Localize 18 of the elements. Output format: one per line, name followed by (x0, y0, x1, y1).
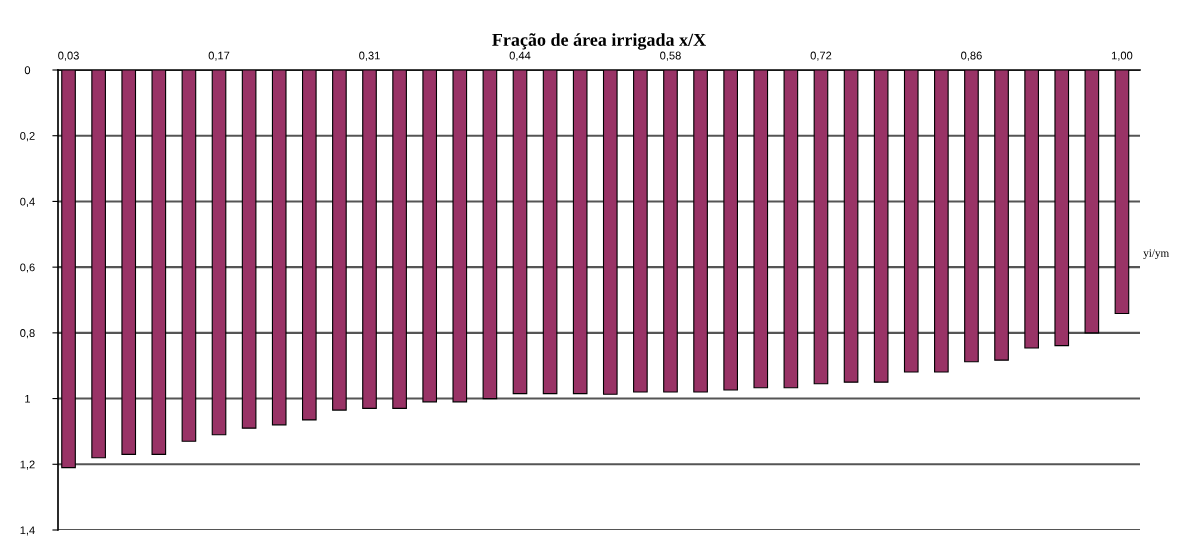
x-tick-label: 0,31 (359, 51, 380, 61)
y-tick-label: 0,8 (20, 329, 35, 339)
y-axis-title: yi/ym (1143, 249, 1169, 260)
y-tick-label: 0,2 (20, 131, 35, 142)
x-tick-label: 0,03 (58, 51, 79, 61)
y-tick-label: 0,4 (20, 197, 35, 207)
x-tick-label: 0,44 (509, 51, 531, 61)
y-tick-label: 1,4 (20, 526, 35, 536)
y-tick-label: 0 (24, 66, 31, 75)
x-axis-title: Fração de área irrigada x/X (492, 33, 706, 50)
x-tick-label: 0,58 (660, 51, 681, 61)
x-tick-label: 0,86 (961, 51, 982, 61)
x-tick-label: 0,72 (810, 51, 832, 61)
y-tick-label: 1,2 (20, 460, 35, 470)
x-tick-label: 1,00 (1111, 51, 1133, 61)
y-tick-label: 0,6 (20, 263, 35, 273)
y-tick-label: 1 (25, 394, 30, 403)
x-tick-label: 0,17 (208, 51, 230, 61)
